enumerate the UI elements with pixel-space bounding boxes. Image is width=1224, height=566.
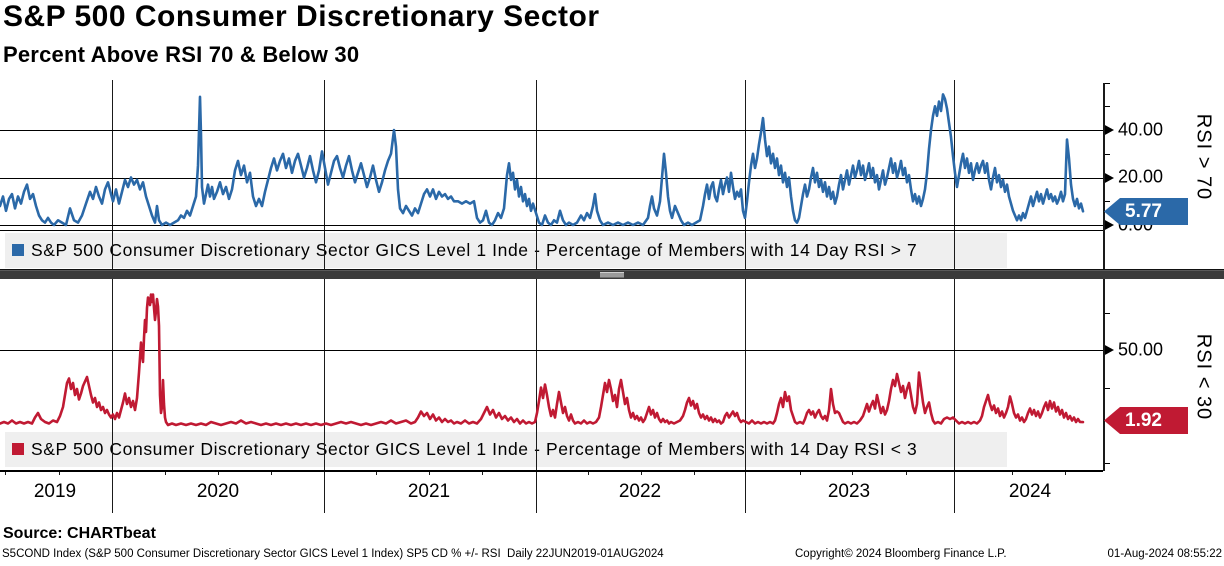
- chart-subtitle: Percent Above RSI 70 & Below 30: [3, 42, 360, 67]
- axis-title-rsi-below: RSI < 30: [1192, 333, 1215, 421]
- x-tick-year: 2021: [407, 481, 451, 502]
- legend-swatch-red-icon: [12, 443, 24, 455]
- last-value-text: 5.77: [1125, 201, 1162, 222]
- rsi-above-series-line: [0, 93, 1085, 227]
- legend-rsi-above[interactable]: S&P 500 Consumer Discretionary Sector GI…: [5, 233, 1007, 268]
- splitter-grip-icon[interactable]: [600, 272, 624, 278]
- y-tick-50: 50.00: [1118, 339, 1164, 360]
- y-tick-40: 40.00: [1118, 119, 1164, 140]
- legend-rsi-below[interactable]: S&P 500 Consumer Discretionary Sector GI…: [5, 432, 1007, 467]
- legend-label: S&P 500 Consumer Discretionary Sector GI…: [31, 439, 918, 459]
- timestamp: 01-Aug-2024 08:55:22: [1107, 548, 1222, 560]
- page-title: S&P 500 Consumer Discretionary Sector: [3, 0, 600, 33]
- y-tick-20: 20.00: [1118, 166, 1164, 187]
- last-value-badge-rsi-below: 1.92: [1104, 407, 1188, 434]
- legend-swatch-blue-icon: [12, 244, 24, 256]
- x-tick-year: 2020: [196, 481, 240, 502]
- copyright-text: Copyright© 2024 Bloomberg Finance L.P.: [795, 548, 1007, 560]
- legend-label: S&P 500 Consumer Discretionary Sector GI…: [31, 240, 918, 260]
- axis-title-rsi-above: RSI > 70: [1192, 113, 1215, 201]
- last-value-badge-rsi-above: 5.77: [1104, 198, 1188, 225]
- panel-splitter[interactable]: [0, 269, 1224, 279]
- last-value-text: 1.92: [1125, 410, 1162, 431]
- x-tick-year: 2019: [33, 481, 77, 502]
- x-tick-year: 2022: [618, 481, 662, 502]
- ticker-description: S5COND Index (S&P 500 Consumer Discretio…: [2, 548, 664, 560]
- source-line: Source: CHARTbeat: [3, 525, 156, 542]
- x-tick-year: 2024: [1008, 481, 1052, 502]
- rsi-below-series-line: [0, 293, 1085, 427]
- x-tick-year: 2023: [827, 481, 871, 502]
